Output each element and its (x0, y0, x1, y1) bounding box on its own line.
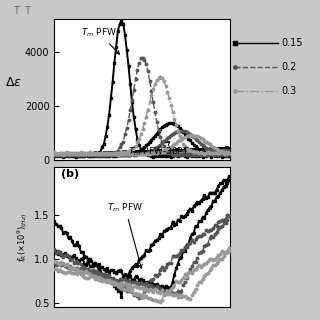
Text: 0.2: 0.2 (282, 62, 297, 72)
Text: $T_m$ PFW: $T_m$ PFW (107, 202, 143, 268)
Y-axis label: $\Delta\varepsilon$: $\Delta\varepsilon$ (5, 76, 22, 90)
Text: (b): (b) (61, 169, 80, 179)
Text: $T_m$ PFW-30PT: $T_m$ PFW-30PT (128, 142, 190, 158)
Text: T  T: T T (13, 6, 31, 16)
Y-axis label: $f_R(\times10^9)_{(Hz)}$: $f_R(\times10^9)_{(Hz)}$ (16, 212, 31, 261)
Text: $T_m$ PFW: $T_m$ PFW (81, 27, 119, 54)
Text: 0.15: 0.15 (282, 38, 303, 48)
Text: 0.3: 0.3 (282, 86, 297, 96)
